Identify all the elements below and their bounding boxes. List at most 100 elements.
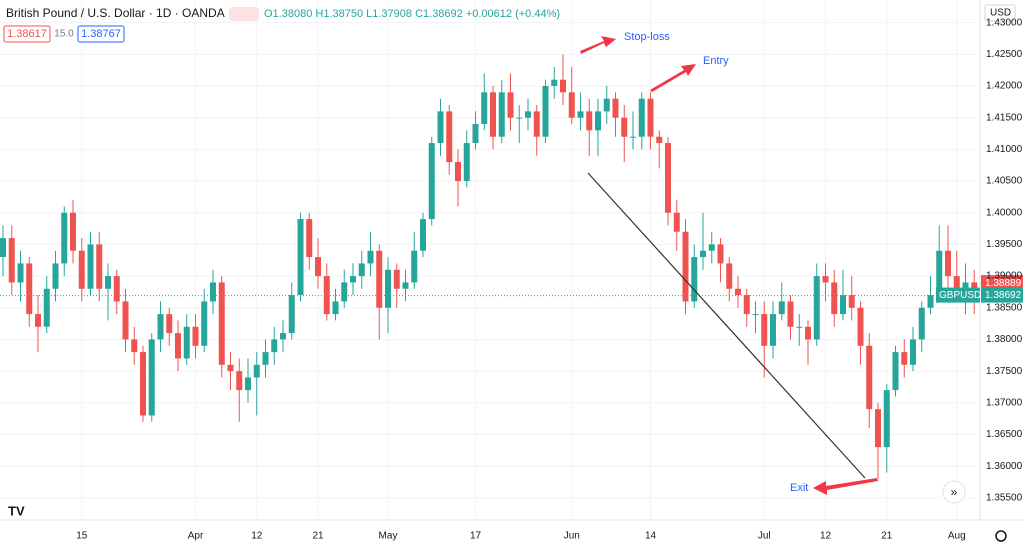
candle-body	[516, 117, 523, 119]
candle-body	[778, 301, 785, 315]
arrow	[650, 64, 696, 92]
y-tick-label: 1.39500	[986, 239, 1023, 250]
candle-body	[393, 269, 400, 289]
y-tick-label: 1.41000	[986, 144, 1023, 155]
x-tick-label: 14	[645, 531, 657, 542]
candle-body	[752, 314, 759, 316]
y-tick-label: 1.38000	[986, 334, 1023, 345]
symbol-tag-label: GBPUSD	[939, 290, 981, 301]
scroll-button[interactable]	[942, 480, 966, 504]
candle-body	[796, 326, 803, 328]
candle-body	[253, 364, 260, 378]
candle-body	[332, 301, 339, 315]
candle-body	[35, 314, 41, 327]
y-tick-label: 1.42500	[986, 49, 1023, 60]
candle-body	[770, 314, 776, 346]
x-tick-label: Apr	[188, 531, 204, 542]
candle-body	[131, 339, 138, 353]
candle-body	[621, 117, 628, 137]
candle-body	[848, 295, 855, 308]
candle-body	[612, 98, 619, 118]
currency-button[interactable]	[984, 4, 1016, 22]
annotation: Exit	[790, 482, 808, 494]
symbol-title: British Pound / U.S. Dollar · 1D · OANDA	[6, 6, 225, 20]
candle-body	[26, 263, 33, 315]
y-tick-label: 1.37000	[986, 397, 1023, 408]
candle-body	[122, 301, 129, 340]
arrow	[580, 36, 616, 54]
candle-body	[245, 377, 251, 391]
candle-body	[288, 295, 295, 334]
candle-body	[630, 136, 636, 138]
candle-body	[8, 238, 15, 283]
candle-body	[157, 314, 164, 340]
candle-body	[183, 326, 190, 359]
y-tick-label: 1.40000	[986, 207, 1023, 218]
candle-body	[201, 301, 208, 346]
candle-body	[96, 244, 103, 289]
candle-body	[175, 333, 181, 359]
candle-body	[236, 371, 243, 391]
x-tick-label: Jul	[758, 531, 771, 542]
logo: TV	[8, 503, 25, 518]
y-tick-label: 1.37500	[986, 366, 1023, 377]
x-tick-label: 15	[76, 531, 88, 542]
candle-body	[945, 250, 951, 277]
candle-body	[962, 282, 969, 289]
symbol-tag	[936, 287, 980, 303]
candle-body	[166, 314, 173, 334]
candle-body	[953, 276, 960, 289]
candle-body	[866, 345, 873, 410]
indicator-toggle[interactable]	[229, 7, 259, 21]
candle-body	[218, 282, 225, 365]
x-tick-label: Aug	[948, 531, 966, 542]
candle-body	[358, 263, 365, 277]
candle-body	[70, 212, 76, 251]
ask-tag	[981, 275, 1023, 291]
candle-body	[665, 143, 671, 213]
buy-box[interactable]	[77, 25, 125, 43]
candle-body	[560, 79, 566, 93]
sell-box[interactable]	[3, 25, 51, 43]
candle-body	[52, 263, 59, 289]
scroll-icon: »	[951, 485, 958, 499]
candle-body	[927, 295, 934, 308]
y-tick-label: 1.36500	[986, 429, 1023, 440]
x-tick-label: 12	[820, 531, 832, 542]
candle-body	[840, 295, 846, 315]
y-tick-label: 1.40500	[986, 176, 1023, 187]
candle-body	[647, 98, 654, 137]
candles	[0, 54, 978, 479]
ask-tag-label: 1.38889	[985, 278, 1022, 289]
trend-line	[587, 172, 866, 479]
candle-body	[586, 111, 593, 131]
candle-body	[883, 390, 890, 448]
arrow	[813, 478, 878, 495]
candle-body	[315, 257, 321, 277]
candle-body	[525, 111, 531, 118]
candle-body	[306, 219, 313, 258]
candle-body	[437, 111, 444, 144]
currency: USD	[990, 8, 1011, 19]
sell-price: 1.38617	[7, 28, 47, 40]
candle-body	[831, 282, 838, 315]
candle-body	[472, 124, 479, 144]
candle-body	[682, 231, 689, 302]
candle-body	[892, 352, 899, 391]
candle-body	[568, 92, 575, 118]
candle-body	[262, 352, 269, 365]
candle-body	[78, 250, 85, 289]
settings-icon[interactable]	[995, 530, 1007, 542]
candle-body	[376, 250, 383, 308]
candle-body	[420, 219, 426, 251]
candle-body	[367, 250, 374, 264]
candle-body	[910, 339, 916, 365]
candle-body	[113, 276, 120, 302]
candle-body	[463, 143, 470, 182]
candle-body	[385, 269, 391, 308]
candle-body	[735, 288, 741, 296]
candle-body	[148, 339, 155, 416]
candle-body	[140, 352, 146, 416]
